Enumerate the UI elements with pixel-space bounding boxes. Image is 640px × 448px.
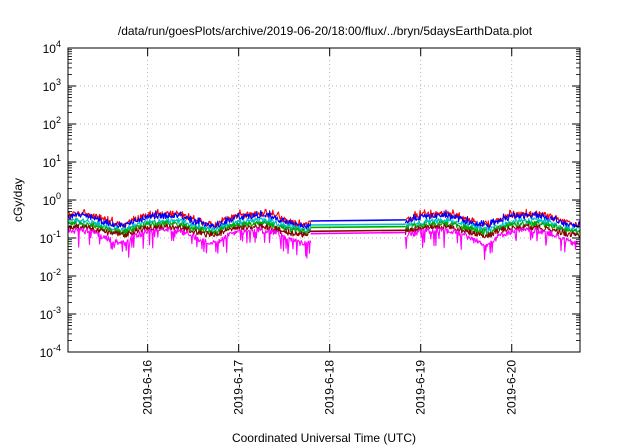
series-line xyxy=(68,223,312,238)
x-tick-label: 2019-6-19 xyxy=(414,360,428,415)
series-line xyxy=(404,209,581,231)
y-tick-label: 10-3 xyxy=(40,305,61,322)
gap-interpolation-line xyxy=(310,231,406,235)
series-line xyxy=(67,210,312,231)
series-layer xyxy=(67,208,581,261)
chart-title: /data/run/goesPlots/archive/2019-06-20/1… xyxy=(118,24,533,38)
series-line xyxy=(67,220,312,237)
x-tick-label: 2019-6-16 xyxy=(141,360,155,415)
y-tick-label: 101 xyxy=(43,153,61,170)
axis-ticks xyxy=(68,47,580,353)
series-line xyxy=(67,227,312,259)
x-tick-label: 2019-6-18 xyxy=(323,360,337,415)
grid-lines xyxy=(68,48,580,352)
y-tick-label: 10-4 xyxy=(40,343,61,360)
gap-interpolation-line xyxy=(310,223,406,226)
y-tick-label: 100 xyxy=(43,191,61,208)
y-tick-label: 103 xyxy=(43,77,61,94)
x-tick-labels: 2019-6-16 2019-6-17 2019-6-18 2019-6-19 2019… xyxy=(141,360,519,415)
series-line xyxy=(404,220,581,237)
x-tick-label: 2019-6-17 xyxy=(232,360,246,415)
series-line xyxy=(404,227,581,261)
gap-interpolation-line xyxy=(310,219,406,222)
gap-interpolation-line xyxy=(310,225,406,229)
x-axis-label: Coordinated Universal Time (UTC) xyxy=(232,431,416,445)
y-tick-labels: 10-4 10-3 10-2 10-1 100 101 102 103 104 xyxy=(40,39,61,360)
gap-interpolation-line xyxy=(310,229,406,233)
x-tick-label: 2019-6-20 xyxy=(505,360,519,415)
y-axis-label: cGy/day xyxy=(11,178,25,222)
y-tick-label: 104 xyxy=(43,39,61,56)
y-tick-label: 10-2 xyxy=(40,267,61,284)
series-line xyxy=(404,223,581,239)
y-tick-label: 10-1 xyxy=(40,229,61,246)
y-tick-label: 102 xyxy=(43,115,61,132)
